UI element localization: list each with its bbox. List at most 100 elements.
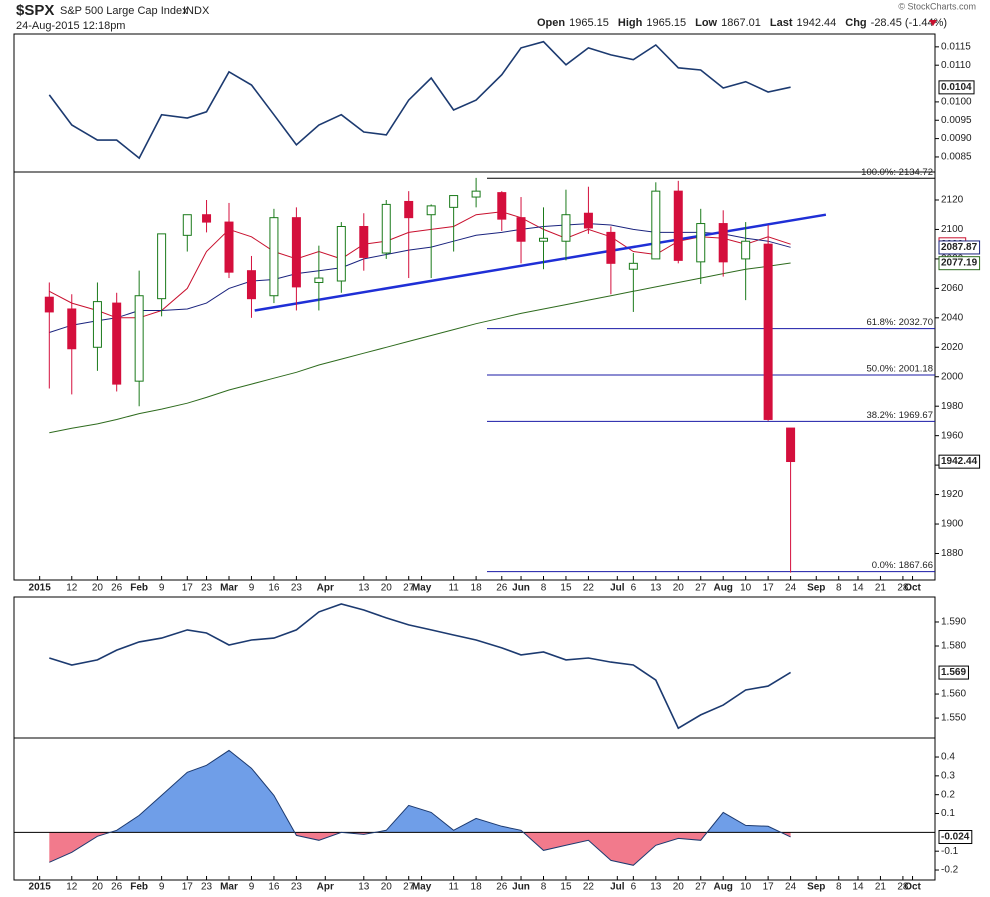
- y-tick-label: 2040: [941, 312, 964, 323]
- y-tick-label: 0.0090: [941, 133, 972, 144]
- y-tick-label: 0.1: [941, 808, 955, 819]
- candle-body: [538, 237, 548, 242]
- x-tick-label: 15: [560, 882, 572, 893]
- candle-body: [763, 243, 773, 420]
- x-tick-label: 21: [875, 882, 887, 893]
- fib-label: 50.0%: 2001.18: [866, 364, 933, 375]
- x-tick-label: 8: [541, 882, 547, 893]
- x-tick-label: 18: [471, 882, 483, 893]
- copyright: © StockCharts.com: [898, 1, 976, 11]
- panel-frame: [13, 171, 936, 581]
- y-tick-label: 2060: [941, 283, 964, 294]
- candle-body: [583, 212, 593, 229]
- x-tick-label: 20: [673, 882, 685, 893]
- x-tick-label: 17: [182, 583, 194, 594]
- x-tick-label: Aug: [713, 882, 732, 893]
- x-tick-label: 27: [403, 882, 415, 893]
- last-value-box: [938, 256, 981, 271]
- indicator-line: [48, 40, 791, 160]
- stat-value: 1867.01: [721, 17, 761, 29]
- x-tick-label: 23: [291, 583, 303, 594]
- x-tick-label: 17: [763, 882, 775, 893]
- candle-body: [516, 217, 526, 242]
- last-value-label: 1.569: [941, 667, 966, 678]
- x-tick-label: 11: [448, 882, 459, 893]
- y-tick-label: 1960: [941, 430, 964, 441]
- candle-body: [404, 200, 414, 219]
- datetime: 24-Aug-2015 12:18pm: [16, 20, 125, 32]
- y-tick-label: 1900: [941, 519, 964, 530]
- x-tick-label: 9: [249, 583, 255, 594]
- x-tick-label: Apr: [317, 882, 334, 893]
- candle-body: [651, 190, 661, 260]
- y-tick-label: 0.0110: [941, 60, 971, 71]
- candle-body: [628, 262, 638, 270]
- x-tick-label: 13: [650, 583, 662, 594]
- candle-body: [359, 225, 369, 258]
- last-value-box: [938, 830, 973, 845]
- y-tick-label: 0.0115: [941, 41, 971, 52]
- y-tick-label: 0.2: [941, 789, 955, 800]
- x-tick-label: 24: [785, 583, 797, 594]
- x-tick-label: Jun: [512, 583, 530, 594]
- y-tick-label: -0.2: [941, 865, 959, 876]
- x-tick-label: 27: [403, 583, 415, 594]
- moving-average: [49, 262, 791, 434]
- candle-body: [381, 203, 391, 254]
- y-tick-label: 1.550: [941, 713, 966, 724]
- candle-body: [112, 302, 122, 385]
- x-tick-label: 12: [66, 583, 78, 594]
- last-value-label: 0.0104: [941, 82, 972, 93]
- x-tick-label: 6: [631, 583, 637, 594]
- x-tick-label: 8: [541, 583, 547, 594]
- stat-label: High: [618, 17, 643, 29]
- candle-body: [246, 270, 256, 300]
- x-tick-label: 17: [182, 882, 194, 893]
- index-name: S&P 500 Large Cap Index: [60, 5, 188, 17]
- stat-label: Open: [537, 17, 565, 29]
- y-tick-label: 0.0085: [941, 152, 972, 163]
- candle-body: [67, 308, 77, 350]
- x-tick-label: 22: [583, 882, 595, 893]
- x-tick-label: 14: [852, 583, 864, 594]
- x-tick-label: 26: [496, 583, 508, 594]
- x-tick-label: Oct: [904, 882, 921, 893]
- x-tick-label: Apr: [317, 583, 334, 594]
- last-value-box: [938, 665, 969, 680]
- stat-value: 1965.15: [646, 17, 686, 29]
- x-tick-label: 9: [159, 882, 165, 893]
- moving-average: [49, 223, 791, 333]
- x-tick-label: May: [412, 583, 432, 594]
- x-tick-label: 26: [111, 882, 123, 893]
- x-tick-label: 8: [836, 583, 842, 594]
- x-tick-label: 15: [560, 583, 572, 594]
- x-tick-label: 20: [381, 882, 393, 893]
- x-tick-label: Feb: [130, 583, 148, 594]
- down-arrow: [929, 20, 937, 26]
- x-tick-label: 27: [695, 882, 707, 893]
- x-tick-label: Mar: [220, 583, 238, 594]
- x-tick-label: Mar: [220, 882, 238, 893]
- x-tick-label: 13: [358, 882, 370, 893]
- candle-body: [561, 214, 571, 242]
- y-tick-label: 1.580: [941, 641, 966, 652]
- x-tick-label: 20: [673, 583, 685, 594]
- y-tick-label: 2100: [941, 224, 964, 235]
- candle-body: [134, 295, 144, 382]
- area-positive: [110, 750, 781, 833]
- last-value-box: [938, 240, 981, 255]
- candle-body: [182, 214, 192, 236]
- candle-body: [92, 301, 102, 348]
- x-tick-label: May: [412, 882, 432, 893]
- candle-body: [471, 190, 481, 198]
- panel-frame: [13, 737, 936, 881]
- x-tick-label: 8: [836, 882, 842, 893]
- fib-label: 100.0%: 2134.72: [861, 167, 933, 178]
- x-tick-label: Jul: [610, 882, 625, 893]
- y-tick-label: 1920: [941, 489, 964, 500]
- x-tick-label: 12: [66, 882, 78, 893]
- x-tick-label: 28: [897, 583, 909, 594]
- stat-label: Low: [695, 17, 717, 29]
- x-tick-label: 26: [111, 583, 123, 594]
